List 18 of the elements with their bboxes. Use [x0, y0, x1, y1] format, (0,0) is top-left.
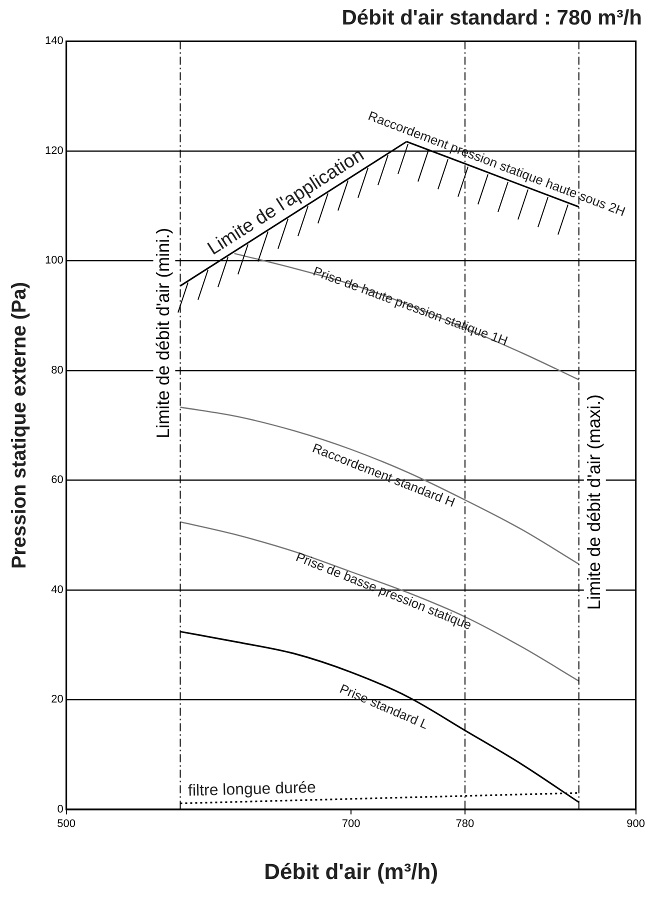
x-tick-label: 780	[456, 818, 474, 830]
x-tick-label: 500	[57, 818, 76, 830]
y-tick-label: 0	[57, 803, 64, 816]
y-tick-label: 60	[51, 474, 64, 486]
ref-line-label: Limite de débit d'air (maxi.)	[584, 394, 604, 610]
x-tick-label: 700	[342, 818, 360, 830]
y-tick-label: 40	[51, 584, 64, 596]
y-tick-label: 100	[44, 254, 64, 267]
x-axis-title: Débit d'air (m³/h)	[264, 858, 438, 884]
x-tick-label: 900	[626, 818, 646, 830]
y-tick-label: 80	[51, 364, 64, 376]
ref-line-label: Limite de débit d'air (mini.)	[153, 228, 174, 438]
y-axis-title: Pression statique externe (Pa)	[8, 282, 31, 569]
chart-title: Débit d'air standard : 780 m³/h	[342, 6, 642, 30]
y-tick-label: 20	[51, 694, 64, 706]
y-tick-label: 120	[44, 144, 64, 157]
y-tick-label: 140	[44, 35, 64, 48]
series-label: filtre longue durée	[188, 779, 316, 800]
